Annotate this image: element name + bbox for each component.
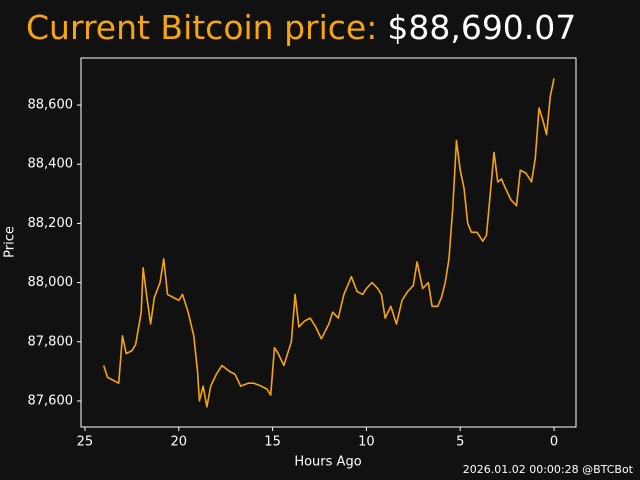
- title-label: Current Bitcoin price:: [26, 8, 377, 47]
- y-tick-label: 88,200: [28, 216, 74, 231]
- current-price: $88,690.07: [387, 8, 576, 47]
- chart-title: Current Bitcoin price: $88,690.07: [26, 8, 576, 47]
- x-tick-label: 5: [456, 435, 464, 450]
- y-axis-label: Price: [3, 226, 18, 258]
- x-tick-label: 20: [170, 435, 187, 450]
- y-tick-label: 88,000: [28, 275, 74, 290]
- x-tick-label: 0: [550, 435, 558, 450]
- y-tick-label: 87,800: [28, 334, 74, 349]
- y-tick-label: 87,600: [28, 393, 74, 408]
- x-tick-label: 10: [358, 435, 375, 450]
- x-tick-label: 25: [77, 435, 94, 450]
- y-tick-label: 88,600: [28, 98, 74, 113]
- price-line: [102, 78, 555, 408]
- plot-frame: [80, 57, 577, 428]
- x-axis-label: Hours Ago: [294, 455, 361, 470]
- y-tick-label: 88,400: [28, 157, 74, 172]
- footer: 2026.01.02 00:00:28 @BTCBot: [463, 463, 634, 476]
- x-tick-label: 15: [264, 435, 281, 450]
